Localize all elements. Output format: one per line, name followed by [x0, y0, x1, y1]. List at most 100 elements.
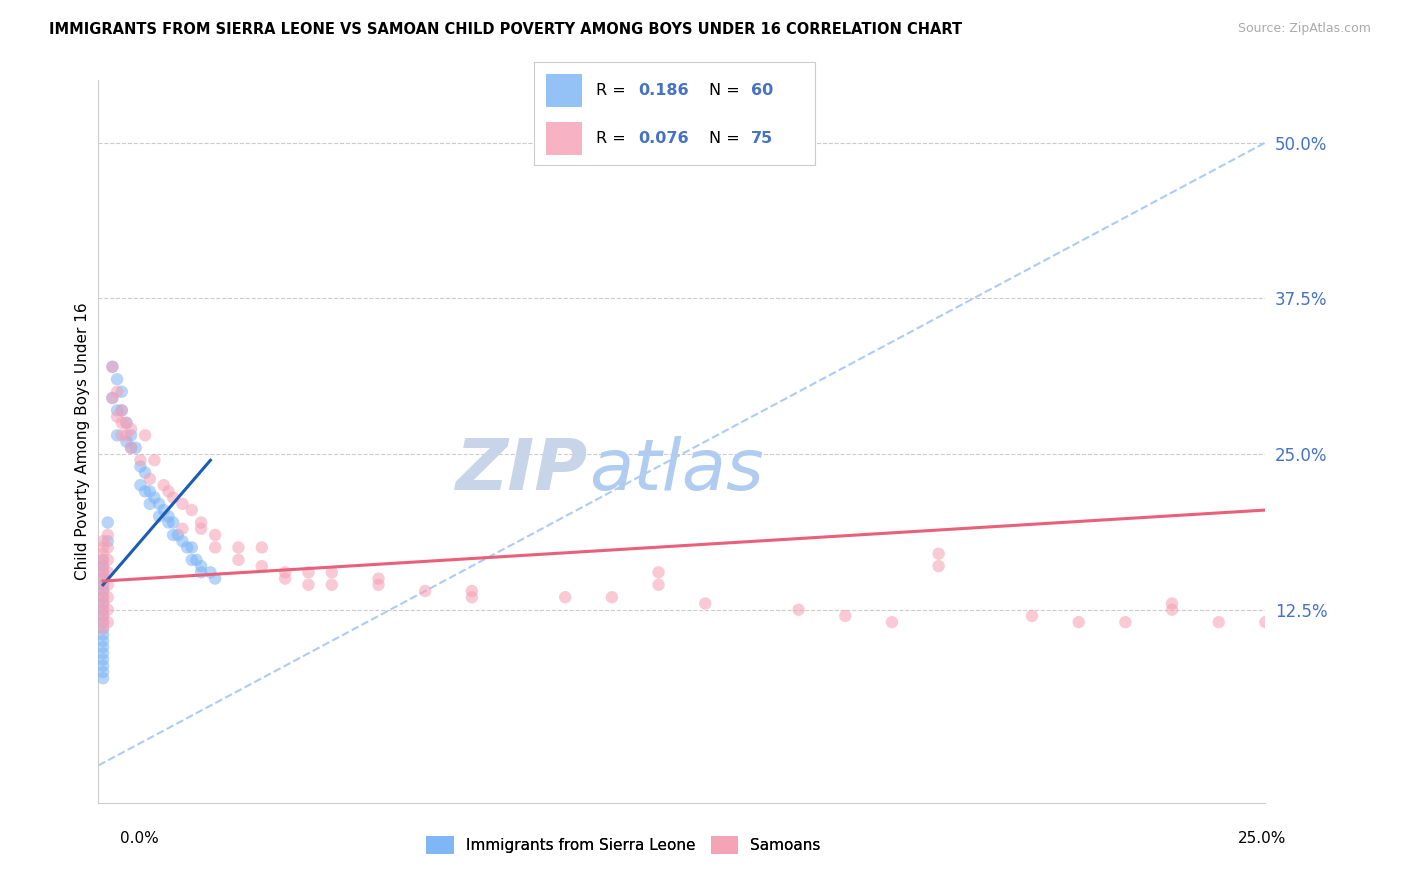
- Point: [91, 559, 114, 574]
- Point: [91, 646, 114, 660]
- Point: [1114, 615, 1136, 630]
- Point: [162, 491, 184, 505]
- Point: [91, 553, 114, 567]
- Point: [139, 472, 162, 486]
- Point: [148, 497, 170, 511]
- Point: [172, 522, 194, 536]
- Point: [274, 572, 297, 586]
- Point: [647, 566, 669, 580]
- Point: [97, 541, 120, 555]
- Point: [321, 566, 343, 580]
- Point: [91, 578, 114, 592]
- Point: [321, 578, 343, 592]
- Point: [97, 553, 120, 567]
- Point: [97, 516, 120, 530]
- Point: [204, 572, 226, 586]
- Text: 0.186: 0.186: [638, 83, 689, 97]
- Point: [120, 441, 142, 455]
- Point: [834, 609, 856, 624]
- Point: [91, 559, 114, 574]
- Point: [91, 572, 114, 586]
- Point: [554, 591, 576, 605]
- Point: [928, 559, 950, 574]
- Point: [190, 522, 212, 536]
- Point: [91, 584, 114, 599]
- Point: [928, 547, 950, 561]
- Point: [91, 621, 114, 635]
- Point: [461, 591, 484, 605]
- Text: R =: R =: [596, 83, 631, 97]
- Point: [190, 566, 212, 580]
- Point: [120, 428, 142, 442]
- Point: [297, 578, 319, 592]
- Point: [1208, 615, 1230, 630]
- Point: [461, 584, 484, 599]
- Point: [157, 484, 180, 499]
- Text: R =: R =: [596, 131, 631, 146]
- Point: [105, 428, 128, 442]
- Point: [91, 597, 114, 611]
- Point: [91, 578, 114, 592]
- Point: [111, 384, 134, 399]
- Point: [91, 584, 114, 599]
- Point: [176, 541, 198, 555]
- Point: [101, 391, 124, 405]
- Point: [97, 578, 120, 592]
- Text: IMMIGRANTS FROM SIERRA LEONE VS SAMOAN CHILD POVERTY AMONG BOYS UNDER 16 CORRELA: IMMIGRANTS FROM SIERRA LEONE VS SAMOAN C…: [49, 22, 962, 37]
- Point: [162, 528, 184, 542]
- Point: [91, 633, 114, 648]
- Point: [91, 547, 114, 561]
- Point: [91, 609, 114, 624]
- Point: [91, 591, 114, 605]
- Point: [91, 627, 114, 641]
- Point: [274, 566, 297, 580]
- Point: [101, 359, 124, 374]
- Point: [695, 597, 717, 611]
- Point: [111, 403, 134, 417]
- Point: [91, 671, 114, 685]
- Point: [157, 516, 180, 530]
- Point: [134, 466, 156, 480]
- Point: [1161, 597, 1184, 611]
- Text: N =: N =: [709, 131, 745, 146]
- Point: [105, 372, 128, 386]
- Point: [97, 528, 120, 542]
- Point: [91, 652, 114, 666]
- Point: [91, 553, 114, 567]
- Point: [787, 603, 810, 617]
- Point: [250, 541, 273, 555]
- Point: [111, 416, 134, 430]
- Point: [190, 559, 212, 574]
- Point: [111, 403, 134, 417]
- Point: [880, 615, 903, 630]
- Point: [190, 516, 212, 530]
- Text: 0.0%: 0.0%: [120, 831, 159, 846]
- Point: [105, 384, 128, 399]
- Point: [186, 553, 208, 567]
- Text: Source: ZipAtlas.com: Source: ZipAtlas.com: [1237, 22, 1371, 36]
- Point: [129, 453, 152, 467]
- Point: [91, 658, 114, 673]
- Point: [1067, 615, 1090, 630]
- Point: [115, 428, 138, 442]
- Point: [134, 484, 156, 499]
- Point: [157, 509, 180, 524]
- Point: [91, 640, 114, 654]
- Y-axis label: Child Poverty Among Boys Under 16: Child Poverty Among Boys Under 16: [75, 302, 90, 581]
- Point: [152, 478, 174, 492]
- Point: [143, 491, 166, 505]
- Text: 0.076: 0.076: [638, 131, 689, 146]
- Point: [600, 591, 623, 605]
- Point: [204, 528, 226, 542]
- Point: [97, 591, 120, 605]
- Point: [105, 409, 128, 424]
- Point: [204, 541, 226, 555]
- Point: [91, 591, 114, 605]
- Point: [91, 534, 114, 549]
- Text: 75: 75: [751, 131, 773, 146]
- Point: [91, 603, 114, 617]
- Point: [91, 597, 114, 611]
- Point: [1021, 609, 1043, 624]
- Point: [162, 516, 184, 530]
- Point: [129, 478, 152, 492]
